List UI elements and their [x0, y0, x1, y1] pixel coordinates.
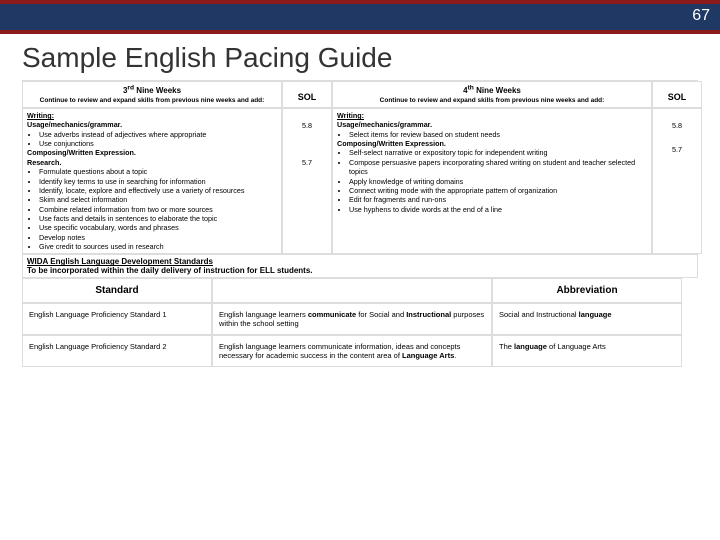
wida-title: WIDA English Language Development Standa… — [27, 257, 213, 266]
usage-list: Select items for review based on student… — [337, 130, 647, 139]
standards-grid: Standard Abbreviation English Language P… — [22, 278, 698, 367]
list-item: Use facts and details in sentences to el… — [39, 214, 277, 223]
standard-name: English Language Proficiency Standard 2 — [22, 335, 212, 367]
list-item: Use conjunctions — [39, 139, 277, 148]
list-item: Compose persuasive papers incorporating … — [349, 158, 647, 177]
abbr-header: Abbreviation — [492, 278, 682, 303]
standard-header: Standard — [22, 278, 212, 303]
col4-header: 4th Nine Weeks Continue to review and ex… — [332, 81, 652, 108]
standard-desc: English language learners communicate fo… — [212, 303, 492, 335]
col3-title: 3rd Nine Weeks — [123, 86, 181, 95]
list-item: Develop notes — [39, 233, 277, 242]
list-item: Apply knowledge of writing domains — [349, 177, 647, 186]
sol-value: 5.8 — [657, 121, 697, 130]
list-item: Combine related information from two or … — [39, 205, 277, 214]
wida-subtitle: To be incorporated within the daily deli… — [27, 266, 313, 275]
list-item: Self-select narrative or expository topi… — [349, 148, 647, 157]
standard-abbr: The language of Language Arts — [492, 335, 682, 367]
list-item: Formulate questions about a topic — [39, 167, 277, 176]
page-number: 67 — [692, 7, 710, 25]
compose-label: Composing/Written Expression. — [27, 148, 277, 157]
usage-label: Usage/mechanics/grammar. — [27, 120, 277, 129]
compose-list: Formulate questions about a topic Identi… — [27, 167, 277, 251]
writing-label: Writing: — [337, 111, 647, 120]
list-item: Identify key terms to use in searching f… — [39, 177, 277, 186]
col4-content: Writing: Usage/mechanics/grammar. Select… — [332, 108, 652, 254]
col3-content: Writing: Usage/mechanics/grammar. Use ad… — [22, 108, 282, 254]
list-item: Use adverbs instead of adjectives where … — [39, 130, 277, 139]
list-item: Edit for fragments and run-ons — [349, 195, 647, 204]
standard-desc: English language learners communicate in… — [212, 335, 492, 367]
col4-subtitle: Continue to review and expand skills fro… — [380, 97, 605, 104]
list-item: Use specific vocabulary, words and phras… — [39, 223, 277, 232]
sol-header-1: SOL — [282, 81, 332, 108]
usage-list: Use adverbs instead of adjectives where … — [27, 130, 277, 149]
research-label: Research. — [27, 158, 277, 167]
list-item: Skim and select information — [39, 195, 277, 204]
list-item: Give credit to sources used in research — [39, 242, 277, 251]
standard-desc-header — [212, 278, 492, 303]
page-title: Sample English Pacing Guide — [0, 34, 720, 80]
col4-sol: 5.8 5.7 — [652, 108, 702, 254]
standard-abbr: Social and Instructional language — [492, 303, 682, 335]
pacing-grid: 3rd Nine Weeks Continue to review and ex… — [22, 80, 698, 254]
col3-header: 3rd Nine Weeks Continue to review and ex… — [22, 81, 282, 108]
col4-title: 4th Nine Weeks — [463, 86, 521, 95]
sol-value: 5.7 — [287, 158, 327, 167]
list-item: Connect writing mode with the appropriat… — [349, 186, 647, 195]
compose-label: Composing/Written Expression. — [337, 139, 647, 148]
list-item: Use hyphens to divide words at the end o… — [349, 205, 647, 214]
list-item: Select items for review based on student… — [349, 130, 647, 139]
standard-name: English Language Proficiency Standard 1 — [22, 303, 212, 335]
sol-value: 5.7 — [657, 145, 697, 154]
writing-label: Writing: — [27, 111, 277, 120]
sol-header-2: SOL — [652, 81, 702, 108]
sol-value: 5.8 — [287, 121, 327, 130]
header-bar: 67 — [0, 0, 720, 34]
col3-subtitle: Continue to review and expand skills fro… — [40, 97, 265, 104]
wida-banner: WIDA English Language Development Standa… — [22, 254, 698, 278]
list-item: Identify, locate, explore and effectivel… — [39, 186, 277, 195]
compose-list: Self-select narrative or expository topi… — [337, 148, 647, 214]
col3-sol: 5.8 5.7 — [282, 108, 332, 254]
usage-label: Usage/mechanics/grammar. — [337, 120, 647, 129]
